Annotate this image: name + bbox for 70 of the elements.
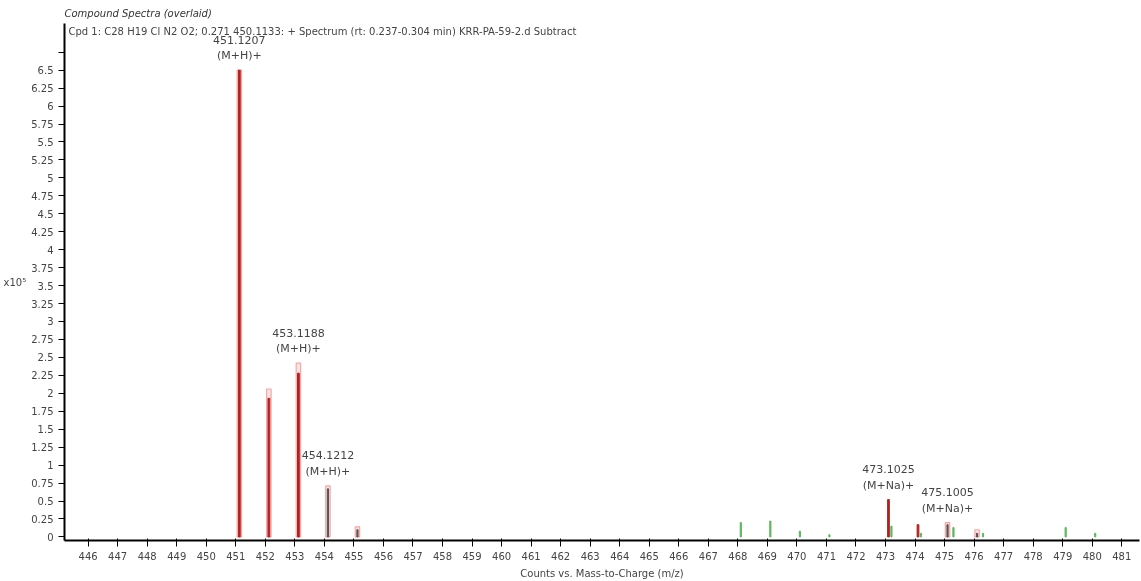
y-tick-label: 4.5 (37, 208, 54, 220)
x-tick-label: 469 (757, 550, 777, 562)
y-tick-label: 5.75 (31, 119, 54, 131)
x-tick-label: 480 (1082, 550, 1102, 562)
x-tick-label: 474 (905, 550, 925, 562)
x-tick-label: 466 (669, 550, 689, 562)
y-tick-label: 5 (47, 172, 54, 184)
annotation: 454.1212 (M+H)+ (301, 449, 355, 478)
x-tick-label: 470 (787, 550, 807, 562)
x-tick-label: 456 (373, 550, 394, 562)
x-tick-label: 452 (255, 550, 275, 562)
x-tick-label: 467 (698, 550, 718, 562)
x-tick-label: 478 (1023, 550, 1043, 562)
x-tick-label: 459 (462, 550, 482, 562)
x-tick-label: 446 (78, 550, 98, 562)
x-tick-label: 455 (344, 550, 364, 562)
x-tick-label: 479 (1053, 550, 1073, 562)
x-tick-label: 451 (226, 550, 246, 562)
x-axis-title: Counts vs. Mass-to-Charge (m/z) (520, 567, 684, 579)
x-tick-label: 462 (551, 550, 571, 562)
y-tick-label: 2.5 (37, 352, 54, 364)
x-tick-label: 481 (1112, 550, 1132, 562)
annotation: 453.1188 (M+H)+ (272, 326, 325, 356)
y-tick-label: 2.75 (31, 334, 54, 346)
x-tick-label: 449 (167, 550, 187, 562)
y-tick-label: 2 (47, 388, 54, 400)
y-tick-label: 0.75 (31, 478, 54, 490)
x-tick-label: 476 (964, 550, 984, 562)
y-tick-label: 6.5 (37, 65, 54, 77)
x-tick-label: 477 (994, 550, 1014, 562)
x-tick-label: 471 (816, 550, 836, 562)
y-tick-label: 5.5 (37, 136, 54, 148)
x-tick-label: 464 (610, 550, 630, 562)
x-tick-label: 463 (580, 550, 600, 562)
x-tick-label: 472 (846, 550, 866, 562)
y-tick-label: 3.25 (31, 298, 54, 310)
y-tick-label: 4.25 (31, 226, 54, 238)
x-tick-label: 461 (521, 550, 541, 562)
y-tick-label: 1 (47, 460, 54, 472)
y-tick-label: 1.25 (31, 442, 54, 454)
x-tick-label: 453 (285, 550, 305, 562)
x-tick-label: 454 (314, 550, 334, 562)
y-tick-label: 6 (47, 101, 54, 113)
y-tick-label: 0.5 (37, 496, 54, 508)
y-tick-label: 6.25 (31, 83, 54, 95)
x-tick-label: 473 (875, 550, 896, 562)
y-tick-label: 3 (47, 316, 54, 328)
y-tick-label: 3.5 (37, 280, 54, 292)
y-tick-label: 3.75 (31, 262, 54, 274)
x-tick-label: 458 (432, 550, 453, 562)
x-tick-label: 447 (108, 550, 128, 562)
x-tick-label: 465 (639, 550, 659, 562)
annotation: 473.1025 (M+Na)+ (862, 462, 915, 492)
x-tick-label: 450 (196, 550, 216, 562)
y-tick-label: 0.25 (31, 513, 54, 525)
annotation: 475.1005 (M+Na)+ (921, 485, 974, 515)
y-tick-label: 1.5 (37, 424, 54, 436)
x-tick-label: 448 (137, 550, 157, 562)
x-tick-label: 460 (492, 550, 512, 562)
y-tick-label: 0 (47, 531, 54, 543)
y-tick-label: 2.25 (31, 370, 54, 382)
chart-title: Compound Spectra (overlaid) (64, 7, 212, 19)
y-tick-label: 5.25 (31, 154, 54, 166)
y-tick-label: 4 (47, 244, 54, 256)
x-tick-label: 468 (728, 550, 748, 562)
y-tick-label: 4.75 (31, 190, 54, 202)
y-tick-label: 1.75 (31, 406, 54, 418)
x-tick-label: 475 (935, 550, 955, 562)
x-tick-label: 457 (403, 550, 423, 562)
y-axis-title: x10⁵ (3, 276, 27, 288)
